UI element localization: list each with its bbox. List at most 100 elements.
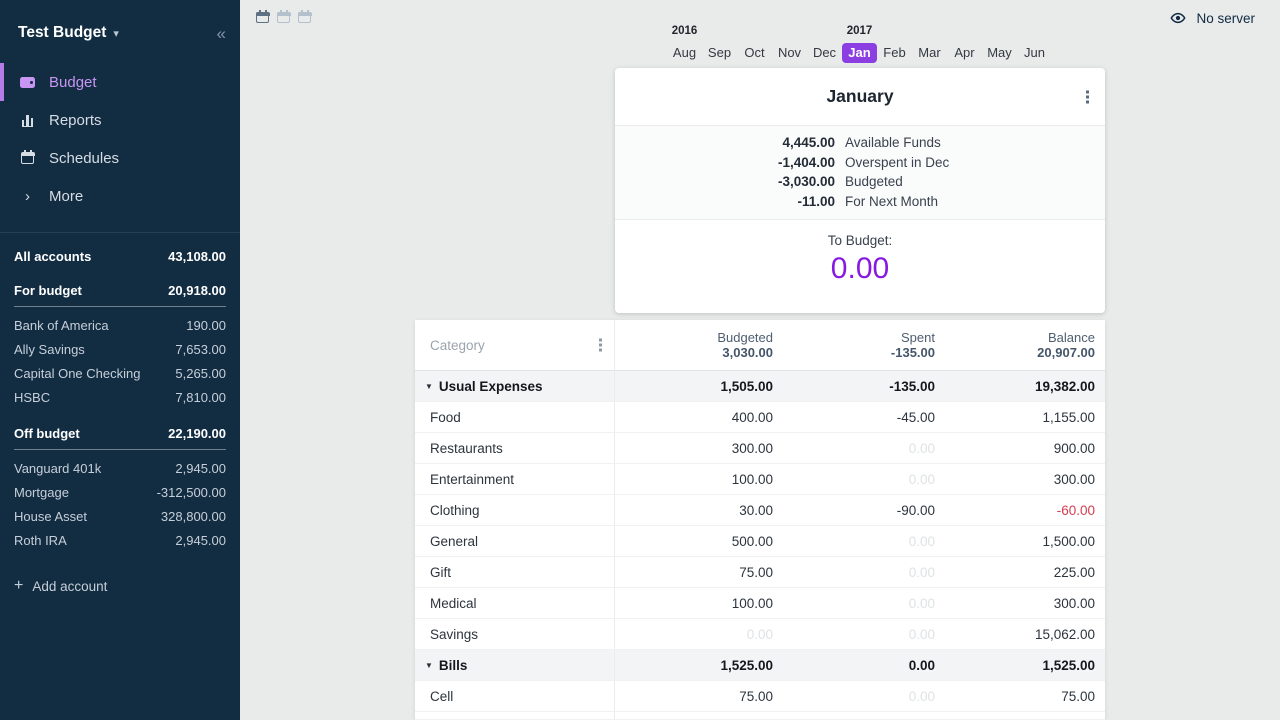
account-item[interactable]: Bank of America 190.00 bbox=[14, 313, 226, 337]
month-may[interactable]: May bbox=[987, 45, 1012, 60]
balance-cell[interactable]: 900.00 bbox=[1053, 440, 1095, 456]
account-item[interactable]: Ally Savings 7,653.00 bbox=[14, 337, 226, 361]
category-row[interactable]: Entertainment 100.00 0.00 300.00 bbox=[415, 464, 1105, 495]
month-jan[interactable]: Jan bbox=[842, 43, 877, 63]
balance-cell[interactable]: -60.00 bbox=[1056, 502, 1095, 518]
account-item[interactable]: Vanguard 401k 2,945.00 bbox=[14, 456, 226, 480]
month-mar[interactable]: Mar bbox=[918, 45, 941, 60]
sidebar-item-schedules[interactable]: Schedules bbox=[0, 139, 240, 177]
budgeted-cell[interactable]: 100.00 bbox=[731, 595, 773, 611]
balance-cell[interactable]: 75.00 bbox=[1061, 688, 1095, 704]
balance-cell[interactable]: 19,382.00 bbox=[1034, 378, 1095, 394]
category-row[interactable]: Medical 100.00 0.00 300.00 bbox=[415, 588, 1105, 619]
column-total[interactable]: -135.00 bbox=[890, 345, 935, 360]
to-budget-value[interactable]: 0.00 bbox=[830, 252, 890, 285]
account-balance: 7,653.00 bbox=[175, 341, 226, 357]
month-jun[interactable]: Jun bbox=[1024, 45, 1045, 60]
account-item[interactable]: Roth IRA 2,945.00 bbox=[14, 528, 226, 552]
category-row[interactable]: Restaurants 300.00 0.00 900.00 bbox=[415, 433, 1105, 464]
category-name-cell[interactable]: Entertainment bbox=[415, 464, 615, 494]
two-month-view-icon[interactable] bbox=[276, 9, 291, 23]
category-name-cell[interactable]: Cell bbox=[415, 681, 615, 711]
column-total[interactable]: 20,907.00 bbox=[1037, 345, 1095, 360]
month-feb[interactable]: Feb bbox=[883, 45, 906, 60]
sidebar-item-budget[interactable]: Budget bbox=[0, 63, 240, 101]
category-row[interactable]: Savings 0.00 0.00 15,062.00 bbox=[415, 619, 1105, 650]
spent-cell[interactable]: 0.00 bbox=[908, 564, 935, 580]
month-oct[interactable]: Oct bbox=[744, 45, 765, 60]
balance-cell[interactable]: 300.00 bbox=[1053, 595, 1095, 611]
month-nov[interactable]: Nov bbox=[777, 45, 802, 60]
column-header-balance: Balance 20,907.00 bbox=[935, 330, 1105, 361]
budgeted-cell[interactable]: 1,505.00 bbox=[720, 378, 773, 394]
spent-cell[interactable]: -45.00 bbox=[896, 409, 935, 425]
category-name-cell[interactable]: Clothing bbox=[415, 495, 615, 525]
account-item[interactable]: Mortgage -312,500.00 bbox=[14, 480, 226, 504]
budgeted-cell[interactable]: 0.00 bbox=[746, 626, 773, 642]
spent-cell[interactable]: 0.00 bbox=[908, 657, 935, 673]
balance-cell[interactable]: 225.00 bbox=[1053, 564, 1095, 580]
balance-cell[interactable]: 300.00 bbox=[1053, 471, 1095, 487]
month-menu-kebab-icon[interactable] bbox=[1086, 90, 1089, 103]
budgeted-cell[interactable]: 30.00 bbox=[739, 502, 773, 518]
category-name-cell[interactable]: Restaurants bbox=[415, 433, 615, 463]
category-name-cell[interactable]: Food bbox=[415, 402, 615, 432]
category-row[interactable]: Food 400.00 -45.00 1,155.00 bbox=[415, 402, 1105, 433]
spent-cell[interactable]: -90.00 bbox=[896, 502, 935, 518]
spent-cell[interactable]: 0.00 bbox=[908, 533, 935, 549]
sidebar-item-reports[interactable]: Reports bbox=[0, 101, 240, 139]
collapse-triangle-icon[interactable]: ▼ bbox=[425, 381, 433, 391]
spent-cell[interactable]: -135.00 bbox=[889, 378, 935, 394]
month-dec[interactable]: Dec bbox=[812, 45, 837, 60]
balance-cell[interactable]: 1,525.00 bbox=[1042, 657, 1095, 673]
category-row[interactable]: Gift 75.00 0.00 225.00 bbox=[415, 557, 1105, 588]
budgeted-cell[interactable]: 400.00 bbox=[731, 409, 773, 425]
group-row[interactable]: ▼ Bills 1,525.00 0.00 1,525.00 bbox=[415, 650, 1105, 681]
for-budget-header[interactable]: For budget 20,918.00 bbox=[14, 283, 226, 307]
balance-cell[interactable]: 1,500.00 bbox=[1042, 533, 1095, 549]
budgeted-cell[interactable]: 300.00 bbox=[731, 440, 773, 456]
add-account-button[interactable]: + Add account bbox=[14, 577, 226, 595]
collapse-triangle-icon[interactable]: ▼ bbox=[425, 660, 433, 670]
budget-file-selector[interactable]: Test Budget ▾ « bbox=[0, 0, 240, 42]
month-aug[interactable]: Aug bbox=[672, 45, 697, 60]
category-name-cell[interactable]: General bbox=[415, 526, 615, 556]
column-total[interactable]: 3,030.00 bbox=[722, 345, 773, 360]
spent-cell[interactable]: 0.00 bbox=[908, 471, 935, 487]
month-apr[interactable]: Apr bbox=[954, 45, 975, 60]
balance-cell[interactable]: 1,155.00 bbox=[1042, 409, 1095, 425]
account-item[interactable]: Capital One Checking 5,265.00 bbox=[14, 361, 226, 385]
budgeted-cell[interactable]: 100.00 bbox=[731, 471, 773, 487]
budgeted-cell[interactable]: 75.00 bbox=[739, 564, 773, 580]
category-row[interactable]: Clothing 30.00 -90.00 -60.00 bbox=[415, 495, 1105, 526]
category-name-cell[interactable]: Savings bbox=[415, 619, 615, 649]
spent-cell[interactable]: 0.00 bbox=[908, 595, 935, 611]
month-sep[interactable]: Sep bbox=[707, 45, 732, 60]
budgeted-cell[interactable]: 75.00 bbox=[739, 688, 773, 704]
summary-value: -1,404.00 bbox=[777, 154, 835, 170]
group-row[interactable]: ▼ Usual Expenses 1,505.00 -135.00 19,382.00 bbox=[415, 371, 1105, 402]
spent-cell[interactable]: 0.00 bbox=[908, 626, 935, 642]
category-name-cell[interactable]: ▼ Bills bbox=[415, 650, 615, 680]
category-name-cell[interactable]: Medical bbox=[415, 588, 615, 618]
three-month-view-icon[interactable] bbox=[297, 9, 312, 23]
off-budget-header[interactable]: Off budget 22,190.00 bbox=[14, 426, 226, 450]
budgeted-cell[interactable]: 500.00 bbox=[731, 533, 773, 549]
category-menu-kebab-icon[interactable] bbox=[599, 338, 602, 352]
balance-cell[interactable]: 15,062.00 bbox=[1034, 626, 1095, 642]
account-item[interactable]: HSBC 7,810.00 bbox=[14, 385, 226, 409]
category-name-cell[interactable]: Gift bbox=[415, 557, 615, 587]
category-name-cell[interactable]: ▼ Usual Expenses bbox=[415, 371, 615, 401]
category-row[interactable]: Cell 75.00 0.00 75.00 bbox=[415, 681, 1105, 712]
account-item[interactable]: House Asset 328,800.00 bbox=[14, 504, 226, 528]
budgeted-cell[interactable]: 1,525.00 bbox=[720, 657, 773, 673]
spent-cell[interactable]: 0.00 bbox=[908, 688, 935, 704]
spent-cell[interactable]: 0.00 bbox=[908, 440, 935, 456]
one-month-view-icon[interactable] bbox=[255, 9, 270, 23]
all-accounts-row[interactable]: All accounts 43,108.00 bbox=[14, 246, 226, 266]
sidebar-item-more[interactable]: › More bbox=[0, 177, 240, 215]
category-header-cell[interactable]: Category bbox=[415, 320, 615, 370]
collapse-sidebar-icon[interactable]: « bbox=[216, 23, 226, 43]
category-row[interactable]: General 500.00 0.00 1,500.00 bbox=[415, 526, 1105, 557]
server-status[interactable]: No server bbox=[1170, 10, 1255, 26]
